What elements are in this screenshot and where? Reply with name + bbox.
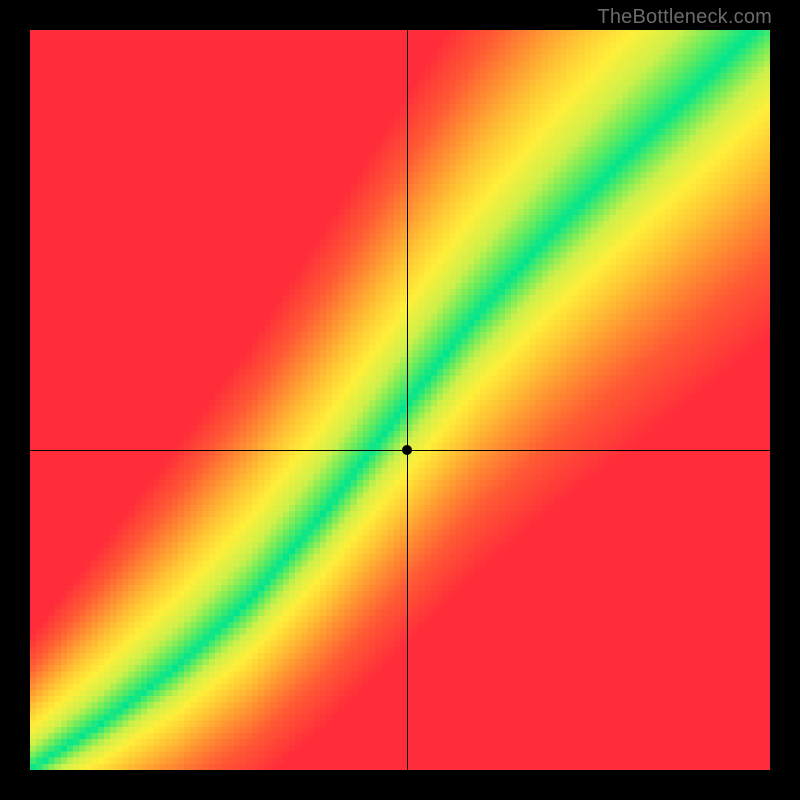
heatmap-canvas <box>30 30 770 770</box>
marker-dot <box>402 445 412 455</box>
crosshair-horizontal <box>30 450 770 451</box>
watermark-text: TheBottleneck.com <box>597 6 772 29</box>
chart-container: TheBottleneck.com <box>0 0 800 800</box>
crosshair-vertical <box>407 30 408 770</box>
plot-area <box>30 30 770 770</box>
